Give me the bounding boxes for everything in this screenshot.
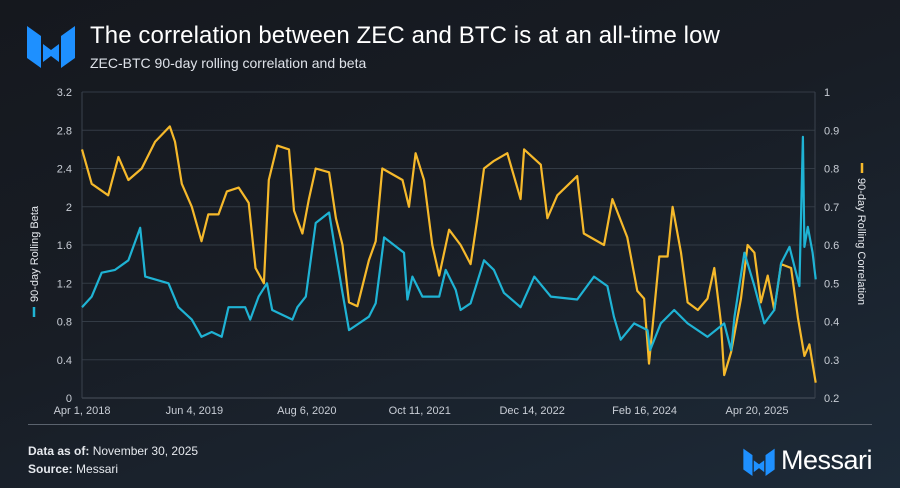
right-tick-label: 0.7 <box>824 202 839 214</box>
x-tick-label: Oct 11, 2021 <box>389 405 451 417</box>
chart-subtitle: ZEC-BTC 90-day rolling correlation and b… <box>90 55 367 71</box>
data-as-of-label: Data as of: <box>28 444 90 458</box>
right-tick-label: 0.9 <box>824 125 839 137</box>
right-axis-label: 90-day Rolling Correlation <box>855 163 867 305</box>
left-tick-label: 1.2 <box>57 278 72 290</box>
correlation-line <box>80 125 817 383</box>
right-tick-label: 1 <box>824 87 830 99</box>
chart-title: The correlation between ZEC and BTC is a… <box>90 22 720 49</box>
x-tick-label: Apr 1, 2018 <box>54 405 111 417</box>
line-chart: 0 0.4 0.8 1.2 1.6 2 2.4 2.8 3.2 0.2 0.3 0.4 0.5 0.6 0.… <box>29 87 867 417</box>
right-axis-title: 90-day Rolling Correlation <box>855 178 867 305</box>
beta-line <box>81 135 817 352</box>
source: Source: Messari <box>28 462 118 476</box>
x-tick-label: Aug 6, 2020 <box>277 405 336 417</box>
x-tick-label: Apr 20, 2025 <box>726 405 789 417</box>
source-value: Messari <box>76 462 119 476</box>
messari-logo-icon <box>27 22 75 73</box>
x-tick-label: Feb 16, 2024 <box>612 405 677 417</box>
right-tick-label: 0.5 <box>824 278 839 290</box>
right-tick-label: 0.6 <box>824 240 839 252</box>
left-tick-label: 0.4 <box>57 355 72 367</box>
data-as-of-value: November 30, 2025 <box>92 444 199 458</box>
x-tick-label: Dec 14, 2022 <box>499 405 564 417</box>
right-tick-label: 0.3 <box>824 355 839 367</box>
footer-divider <box>28 424 872 425</box>
left-tick-label: 2.4 <box>57 164 72 176</box>
left-axis-title: 90-day Rolling Beta <box>29 205 41 302</box>
messari-brand-icon <box>743 448 775 476</box>
left-tick-label: 3.2 <box>57 87 72 99</box>
left-tick-label: 1.6 <box>57 240 72 252</box>
brand-name: Messari <box>780 445 873 475</box>
data-as-of: Data as of: November 30, 2025 <box>28 444 198 458</box>
x-tick-label: Jun 4, 2019 <box>166 405 224 417</box>
left-tick-label: 2.8 <box>57 125 72 137</box>
messari-brand: Messari <box>743 445 873 476</box>
left-tick-label: 2 <box>66 202 72 214</box>
left-tick-label: 0 <box>66 393 72 405</box>
left-axis-label: 90-day Rolling Beta <box>29 205 41 317</box>
left-tick-label: 0.8 <box>57 317 72 329</box>
source-label: Source: <box>28 462 73 476</box>
right-tick-label: 0.8 <box>824 164 839 176</box>
right-tick-label: 0.2 <box>824 393 839 405</box>
right-tick-label: 0.4 <box>824 317 839 329</box>
